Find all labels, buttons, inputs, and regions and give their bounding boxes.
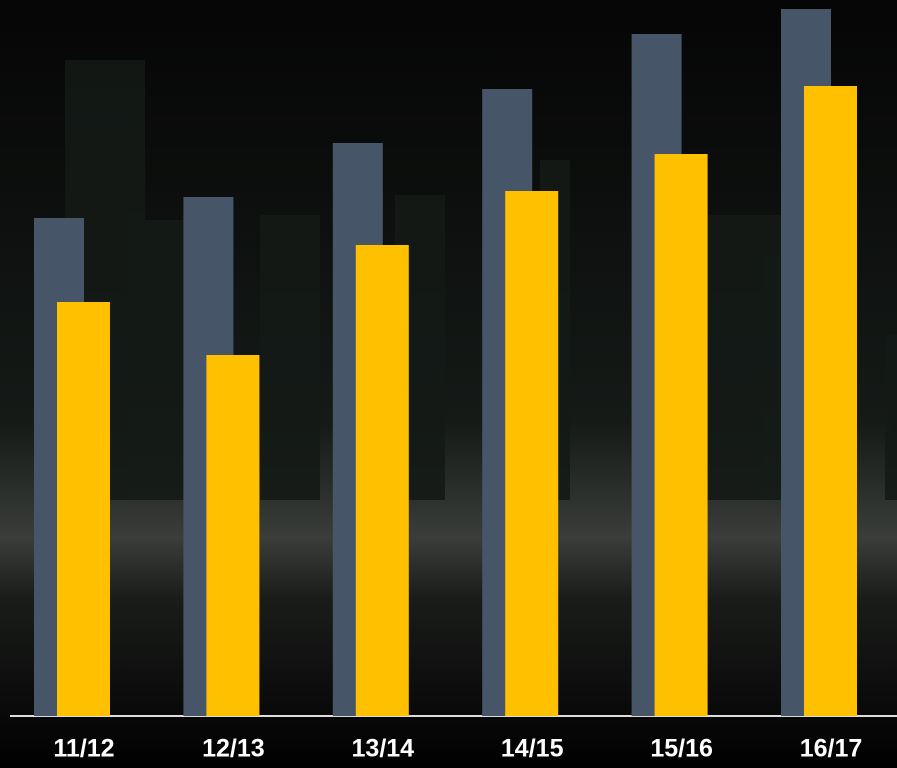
x-tick-label: 15/16 xyxy=(650,735,713,763)
x-tick-label: 12/13 xyxy=(202,735,265,763)
bar xyxy=(505,191,559,716)
bar xyxy=(206,355,260,716)
bar xyxy=(355,245,409,716)
x-tick-label: 14/15 xyxy=(501,735,564,763)
bar xyxy=(804,86,857,716)
x-tick-label: 16/17 xyxy=(800,735,863,763)
x-tick-label: 11/12 xyxy=(53,735,114,763)
bar xyxy=(57,302,110,716)
bar xyxy=(654,154,708,716)
x-tick-label: 13/14 xyxy=(352,735,415,763)
